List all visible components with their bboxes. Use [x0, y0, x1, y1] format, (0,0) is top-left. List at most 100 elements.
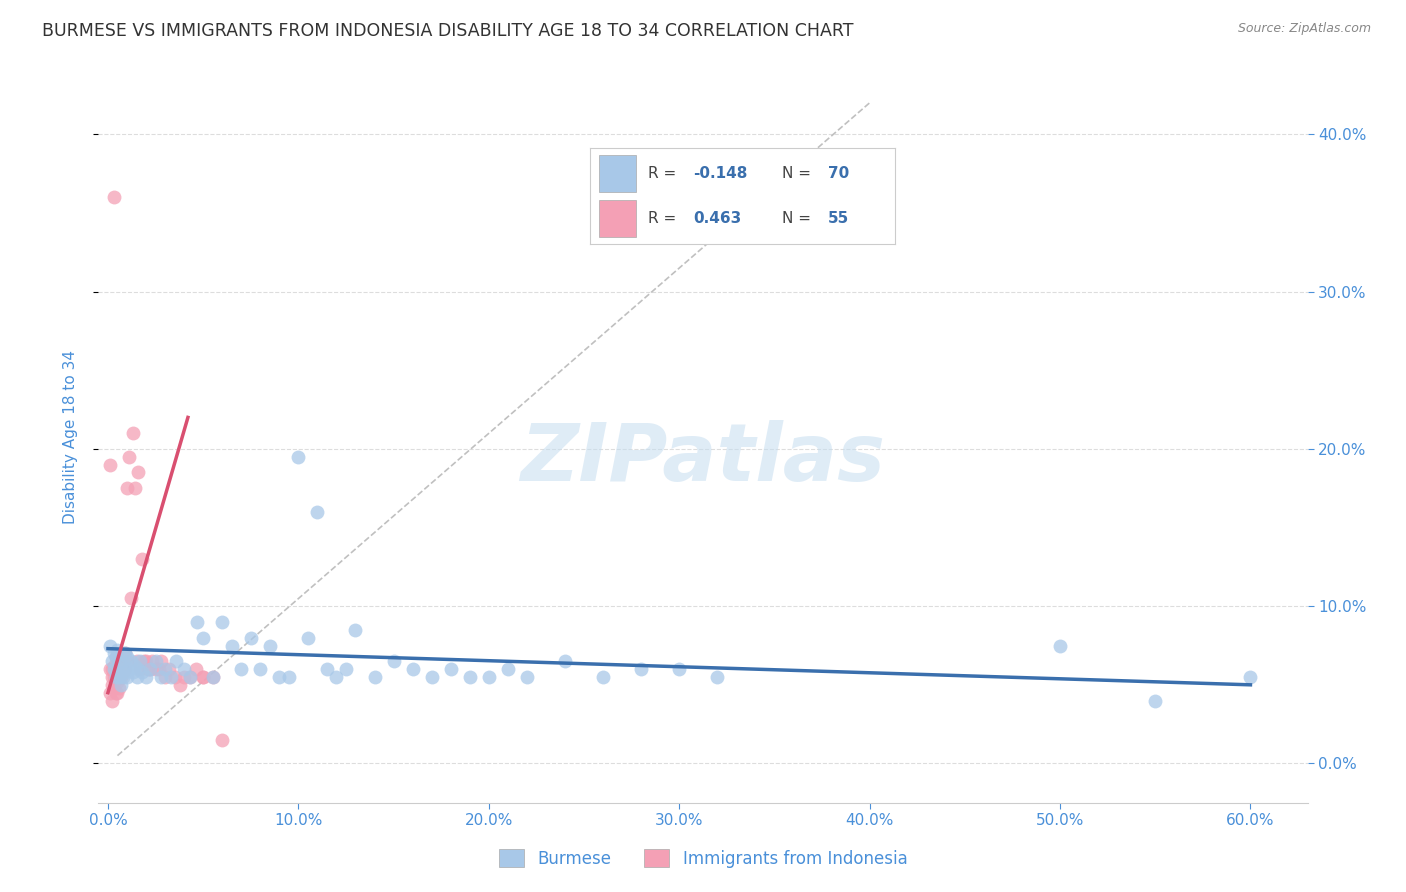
- Point: [127, 466, 149, 480]
- Point: [668, 662, 690, 676]
- Point: [110, 662, 132, 676]
- Point: [110, 678, 132, 692]
- Point: [169, 678, 191, 692]
- Point: [1239, 670, 1261, 684]
- Text: 70: 70: [828, 166, 849, 181]
- Point: [148, 662, 170, 676]
- Point: [496, 662, 519, 676]
- FancyBboxPatch shape: [599, 200, 636, 236]
- Point: [135, 670, 157, 684]
- Point: [191, 670, 214, 684]
- Point: [115, 670, 138, 684]
- Point: [153, 662, 176, 676]
- Point: [104, 686, 127, 700]
- Point: [103, 646, 125, 660]
- Point: [325, 670, 347, 684]
- Point: [440, 662, 463, 676]
- Point: [115, 654, 138, 668]
- Point: [344, 623, 367, 637]
- Point: [145, 654, 167, 668]
- Point: [114, 665, 136, 680]
- Point: [108, 654, 131, 668]
- Point: [118, 450, 141, 464]
- Point: [297, 631, 319, 645]
- Point: [458, 670, 481, 684]
- Point: [184, 662, 207, 676]
- Point: [110, 670, 132, 684]
- Point: [114, 662, 136, 676]
- Point: [100, 662, 122, 676]
- Point: [159, 670, 181, 684]
- Point: [335, 662, 357, 676]
- Point: [103, 659, 125, 673]
- Point: [173, 662, 195, 676]
- Point: [98, 639, 121, 653]
- Point: [114, 646, 136, 660]
- Point: [516, 670, 538, 684]
- Point: [141, 654, 163, 668]
- Point: [134, 654, 156, 668]
- Point: [108, 654, 131, 668]
- Point: [420, 670, 443, 684]
- Point: [108, 670, 131, 684]
- Point: [118, 662, 141, 676]
- Point: [121, 665, 143, 680]
- Point: [150, 670, 173, 684]
- Point: [166, 654, 188, 668]
- Point: [104, 649, 127, 664]
- Point: [269, 670, 291, 684]
- Text: -0.148: -0.148: [693, 166, 748, 181]
- Point: [100, 678, 122, 692]
- Point: [107, 643, 129, 657]
- Point: [115, 649, 138, 664]
- Point: [129, 662, 152, 676]
- FancyBboxPatch shape: [599, 155, 636, 192]
- Point: [100, 693, 122, 707]
- Point: [124, 481, 146, 495]
- Point: [103, 681, 125, 695]
- Point: [157, 662, 180, 676]
- Point: [249, 662, 271, 676]
- Point: [129, 654, 152, 668]
- Point: [136, 662, 159, 676]
- Point: [706, 670, 728, 684]
- Point: [103, 670, 125, 684]
- Point: [1049, 639, 1071, 653]
- Point: [103, 662, 125, 676]
- Point: [401, 662, 423, 676]
- Legend: Burmese, Immigrants from Indonesia: Burmese, Immigrants from Indonesia: [499, 849, 907, 868]
- Point: [153, 670, 176, 684]
- Point: [191, 631, 214, 645]
- Point: [98, 686, 121, 700]
- Point: [104, 670, 127, 684]
- Point: [112, 665, 135, 680]
- Text: N =: N =: [782, 211, 811, 226]
- Point: [191, 670, 214, 684]
- Point: [124, 659, 146, 673]
- Text: N =: N =: [782, 166, 811, 181]
- Point: [221, 639, 243, 653]
- Point: [259, 639, 281, 653]
- Point: [554, 654, 576, 668]
- Point: [277, 670, 299, 684]
- Point: [110, 662, 132, 676]
- Point: [121, 426, 143, 441]
- Point: [179, 670, 201, 684]
- Point: [173, 670, 195, 684]
- Text: ZIPatlas: ZIPatlas: [520, 420, 886, 498]
- Point: [211, 732, 233, 747]
- Point: [150, 654, 173, 668]
- Point: [108, 681, 131, 695]
- Point: [127, 662, 149, 676]
- Text: R =: R =: [648, 211, 676, 226]
- Point: [211, 615, 233, 629]
- Point: [131, 665, 153, 680]
- Point: [100, 670, 122, 684]
- Text: 55: 55: [828, 211, 849, 226]
- Point: [112, 670, 135, 684]
- Point: [179, 670, 201, 684]
- Point: [1144, 693, 1167, 707]
- Point: [231, 662, 253, 676]
- Point: [120, 654, 142, 668]
- Point: [112, 654, 135, 668]
